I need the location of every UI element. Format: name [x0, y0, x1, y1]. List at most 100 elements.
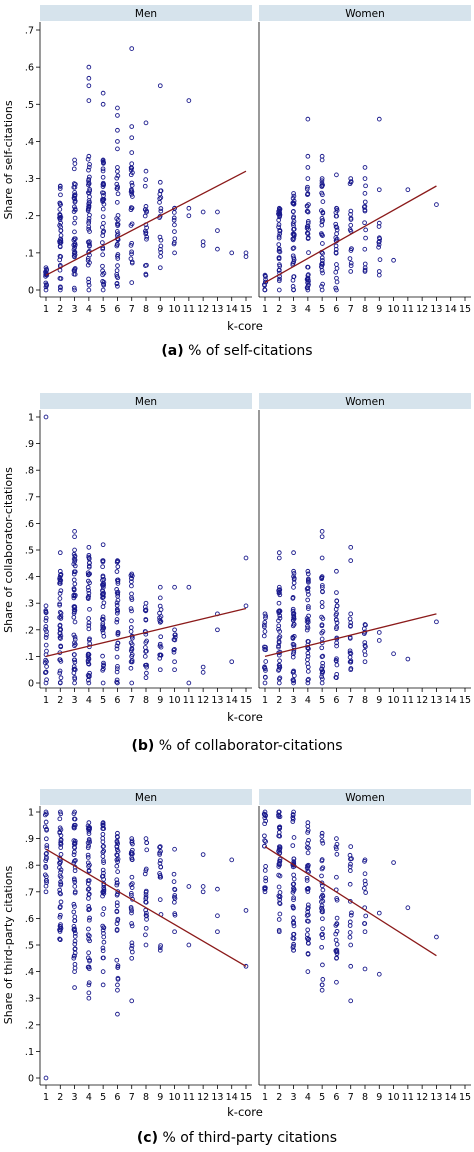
chart3-men-point [58, 899, 64, 905]
chart3-men-outlier-point [200, 884, 206, 889]
chart2-men-point [72, 659, 78, 665]
chart1-women-point [319, 255, 325, 261]
chart1-men-outlier-point [115, 127, 120, 133]
chart3-men-point [128, 906, 134, 912]
chart3-men-point [100, 849, 106, 855]
chart1-men-point [158, 208, 164, 214]
chart2-men-point [71, 577, 77, 583]
chart3-men-outlier-point [200, 852, 206, 857]
chart3-women-point [334, 941, 340, 947]
chart2-men-point [44, 629, 49, 634]
caption-a: (a) % of self-citations [0, 343, 474, 359]
chart1-men-panel-title: Men [135, 8, 157, 20]
chart2-men-point [157, 641, 163, 647]
chart3-women-point [319, 873, 324, 879]
chart2-women-x-tick-label: 9 [376, 695, 382, 706]
chart3-y-tick-label: .1 [25, 1047, 34, 1058]
chart3-men-point [114, 921, 120, 926]
caption-c: (c) % of third-party citations [0, 1130, 474, 1146]
chart1-women-point [376, 239, 382, 245]
chart3-women-point [362, 921, 367, 926]
chart3-men-point [57, 887, 63, 893]
chart1-women-point [277, 210, 283, 216]
chart2-men-x-tick-label: 4 [86, 695, 92, 706]
chart3-women-point [262, 809, 268, 815]
chart3-men-point [44, 843, 50, 848]
chart1-men-point [128, 207, 134, 213]
chart2-men-point [129, 591, 134, 597]
chart2-men-x-tick-label: 5 [100, 695, 106, 706]
chart2-women-point [291, 568, 296, 574]
chart1-men-point [86, 282, 92, 288]
chart2-men-point [58, 643, 63, 649]
chart3-women-point [305, 850, 311, 856]
chart2-men-point [58, 675, 64, 681]
chart3-men-point [43, 819, 49, 825]
chart2-women-outlier-point [291, 550, 296, 556]
chart1-women-point [276, 235, 282, 241]
chart1-women-point [319, 215, 325, 221]
chart1-men-point [72, 245, 77, 251]
chart1-men-point [171, 217, 177, 223]
chart1-women-x-tick-label: 10 [388, 304, 400, 315]
chart2-men-point [142, 629, 148, 634]
chart1-women-point [291, 209, 296, 214]
chart3-men-point [86, 950, 91, 956]
chart1-women-x-tick-label: 8 [362, 304, 368, 315]
chart1-women-point [291, 274, 296, 280]
chart2-y-axis-label: Share of collaborator-citations [2, 467, 15, 633]
chart2-women-point [333, 612, 339, 618]
chart3-women-point [305, 863, 310, 869]
chart3-men-point [171, 871, 177, 877]
chart1-y-tick-label: .5 [25, 100, 34, 111]
chart1-men-point [172, 250, 177, 256]
chart2-men-point [129, 680, 135, 686]
chart1-men-point [100, 190, 105, 196]
chart3-women-x-tick-label: 14 [445, 1092, 457, 1103]
chart3-women-outlier-point [434, 934, 439, 940]
chart3-men-point [100, 844, 106, 849]
chart2-women-point [320, 589, 325, 594]
chart3-men-point [85, 826, 91, 832]
chart3-men-x-tick-label: 12 [197, 1092, 209, 1103]
chart3-women-point [277, 894, 283, 900]
chart2-men-x-tick-label: 9 [157, 695, 163, 706]
caption-b: (b) % of collaborator-citations [0, 738, 474, 754]
chart3-women-point [362, 871, 368, 877]
chart2-men-point [100, 680, 106, 686]
chart3-y-tick-label: .9 [25, 834, 34, 845]
chart2-women-x-tick-label: 3 [291, 695, 297, 706]
chart2-women-point [261, 633, 267, 639]
chart1-men-point [142, 183, 148, 189]
chart1-men-point [86, 167, 91, 173]
chart3-women-point [277, 856, 283, 862]
chart2-women-point [262, 620, 268, 625]
chart1-women-point [334, 205, 339, 211]
chart1-men-outlier-point [115, 146, 120, 152]
chart1-men-point [72, 157, 77, 163]
chart1-women-point [362, 176, 368, 181]
chart1-women-x-tick-label: 6 [333, 304, 339, 315]
chart1-y-tick-label: 0 [28, 286, 34, 297]
chart1-women-x-tick-label: 4 [305, 304, 311, 315]
chart3-women-point [319, 905, 324, 911]
chart3-men-point [101, 906, 107, 911]
chart3-women-point [333, 949, 339, 954]
chart2-men-point [143, 675, 149, 681]
chart1-women-point [319, 287, 325, 293]
chart3-women-x-tick-label: 8 [362, 1092, 368, 1103]
chart2-men-outlier-point [72, 529, 77, 534]
chart3-women-point [320, 892, 325, 898]
chart1-women-point [276, 248, 282, 254]
chart1-men-outlier-point [229, 250, 235, 256]
chart2-women-point [276, 618, 281, 624]
chart3-women-point [348, 868, 353, 873]
chart2-women-point [276, 640, 282, 646]
chart1-women-outlier-point [319, 153, 325, 159]
chart3-men-point [128, 891, 134, 896]
chart3-women-point [262, 833, 267, 839]
chart3-men-point [129, 874, 135, 880]
chart2-men-point [100, 591, 105, 597]
chart1-women-x-tick-label: 9 [376, 304, 382, 315]
chart3-men-x-tick-label: 11 [183, 1092, 195, 1103]
